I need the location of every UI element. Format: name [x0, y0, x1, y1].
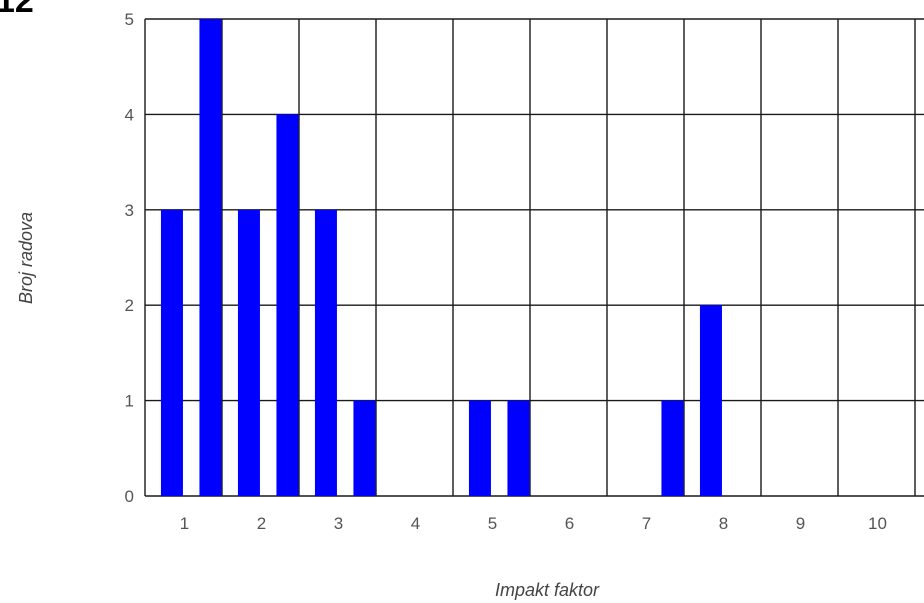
y-tick-label: 0 [125, 487, 134, 506]
x-tick-label: 2 [257, 514, 266, 533]
bar [314, 209, 337, 497]
y-tick-label: 3 [125, 201, 134, 220]
y-tick-labels: 0 1 2 3 4 5 [125, 10, 134, 506]
x-tick-label: 10 [868, 514, 887, 533]
x-tick-label: 9 [796, 514, 805, 533]
bar [468, 400, 491, 496]
y-tick-label: 5 [125, 10, 134, 29]
x-tick-labels: 1 2 3 4 5 6 7 8 9 10 [180, 514, 887, 533]
bar [276, 114, 299, 497]
x-tick-label: 8 [719, 514, 728, 533]
bar [661, 400, 684, 496]
x-tick-label: 3 [334, 514, 343, 533]
bars [160, 19, 722, 497]
x-tick-label: 6 [565, 514, 574, 533]
y-axis-title: Broj radova [16, 212, 36, 304]
x-tick-label: 1 [180, 514, 189, 533]
x-tick-label: 4 [411, 514, 420, 533]
x-tick-label: 7 [642, 514, 651, 533]
bar [353, 400, 376, 496]
x-tick-label: 5 [488, 514, 497, 533]
bar [237, 209, 260, 497]
bar [507, 400, 530, 496]
bar [199, 19, 222, 496]
y-tick-label: 1 [125, 392, 134, 411]
bar [699, 305, 722, 496]
bar [160, 209, 183, 497]
y-tick-label: 4 [125, 105, 134, 124]
y-tick-label: 2 [125, 296, 134, 315]
x-axis-title: Impakt faktor [495, 580, 600, 600]
corner-title: 12 [0, 0, 34, 20]
grid [144, 18, 924, 497]
